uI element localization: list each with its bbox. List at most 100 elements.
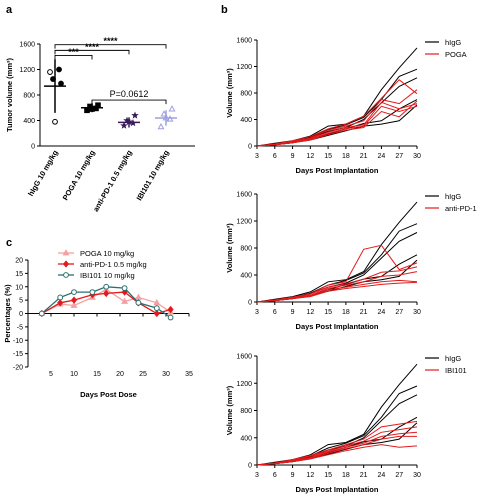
panel-c-y-tick-label: -5 <box>17 324 23 331</box>
growth-y-tick-label: 1200 <box>236 381 252 388</box>
panel-c-body-weight-plot: -20 -15 -10 -5 0 5 10 15 20 5 10 15 20 25 30 35 Days Pos… <box>3 249 193 399</box>
panel-a-data-point <box>52 118 58 125</box>
panel-c-data-point <box>167 305 174 314</box>
growth-y-tick-label: 400 <box>240 435 252 442</box>
growth-y-axis-label: Volume (mm³) <box>225 385 234 435</box>
panel-a-scatter-plot: 0 400 800 1200 1600 Tumor volume (mm³) hIgG 10… <box>5 36 195 213</box>
panel-a-data-point <box>131 111 139 119</box>
panel-c-y-tick-label: -10 <box>13 338 23 345</box>
panel-a-significance-bracket <box>54 55 93 60</box>
panel-a-data-point <box>166 115 174 122</box>
panel-c-data-point <box>103 283 110 290</box>
panel-c-data-point <box>134 293 142 300</box>
growth-x-tick-label: 3 <box>255 472 259 479</box>
panel-a-significance-label: P=0.0612 <box>110 89 149 99</box>
growth-series-line <box>256 232 418 303</box>
growth-y-tick-label: 1600 <box>236 354 252 361</box>
panel-a-y-tick-label: 1600 <box>19 42 35 49</box>
growth-series-line <box>256 281 418 303</box>
panel-c-legend-label: POGA 10 mg/kg <box>80 249 134 258</box>
growth-series-line <box>256 444 418 466</box>
panel-a-data-point <box>162 114 170 121</box>
growth-x-tick-label: 15 <box>324 153 332 160</box>
panel-a-data-point <box>47 69 53 75</box>
growth-x-axis-label: Days Post Implantation <box>296 485 379 494</box>
growth-y-tick-label: 800 <box>240 91 252 98</box>
growth-x-tick-label: 15 <box>324 309 332 316</box>
panel-a-significance-bracket <box>54 44 167 49</box>
panel-a-significance-label: **** <box>103 36 118 46</box>
growth-x-tick-label: 21 <box>360 309 368 316</box>
panel-a-y-tick-label: 1200 <box>19 67 35 74</box>
growth-x-tick-label: 12 <box>306 153 314 160</box>
panel-c-data-point <box>103 289 110 298</box>
panel-c-data-point <box>153 305 160 312</box>
growth-series-line <box>256 101 418 147</box>
growth-x-tick-label: 6 <box>273 153 277 160</box>
panel-c-data-point <box>167 314 174 321</box>
growth-y-tick-label: 0 <box>248 300 252 307</box>
growth-legend-label-treatment: anti-PD-1 <box>445 204 477 213</box>
panel-a-data-point <box>120 121 128 129</box>
panel-c-y-tick-label: 0 <box>19 311 23 318</box>
growth-x-tick-label: 24 <box>378 153 386 160</box>
growth-x-tick-label: 27 <box>395 472 403 479</box>
growth-y-tick-label: 0 <box>248 144 252 151</box>
panel-a-data-point <box>125 117 133 125</box>
growth-legend-label-higg: hIgG <box>445 38 461 47</box>
panel-c-y-tick-label: -20 <box>13 365 23 372</box>
panel-a-data-point <box>50 76 56 82</box>
growth-series-line <box>256 89 418 147</box>
growth-y-tick-label: 800 <box>240 246 252 253</box>
growth-series-line <box>256 394 418 466</box>
growth-x-tick-label: 21 <box>360 153 368 160</box>
panel-a-data-point <box>168 105 176 112</box>
panel-c-x-tick-label: 20 <box>116 371 124 378</box>
panel-c-y-tick-label: 20 <box>15 258 23 265</box>
panel-c-data-point <box>153 309 160 318</box>
growth-x-tick-label: 27 <box>395 309 403 316</box>
growth-y-tick-label: 1200 <box>236 64 252 71</box>
growth-x-tick-label: 3 <box>255 153 259 160</box>
growth-legend-label-higg: hIgG <box>445 354 461 363</box>
growth-x-tick-label: 15 <box>324 472 332 479</box>
growth-x-tick-label: 3 <box>255 309 259 316</box>
panel-a-significance-label: **** <box>85 42 100 52</box>
panel-a-data-point <box>89 106 95 112</box>
growth-series-line <box>256 244 418 303</box>
growth-x-axis-label: Days Post Implantation <box>296 166 379 175</box>
panel-a-significance-bracket <box>54 49 130 55</box>
growth-y-tick-label: 1600 <box>236 192 252 199</box>
growth-y-tick-label: 400 <box>240 273 252 280</box>
panel-c-data-point <box>121 297 129 304</box>
growth-series-line <box>256 201 418 303</box>
panel-c-x-tick-label: 15 <box>93 371 101 378</box>
growth-x-tick-label: 21 <box>360 472 368 479</box>
growth-x-tick-label: 12 <box>306 472 314 479</box>
growth-x-tick-label: 18 <box>342 309 350 316</box>
growth-series-line <box>256 271 418 303</box>
growth-series-line <box>256 100 418 147</box>
panel-a-category-label: hIgG 10 mg/kg <box>26 148 60 198</box>
growth-series-line <box>256 266 418 303</box>
panel-label-a: a <box>6 4 13 16</box>
growth-x-tick-label: 9 <box>291 309 295 316</box>
panel-c-data-point <box>38 310 45 317</box>
panel-a-data-point <box>157 122 165 130</box>
panel-a-data-point <box>56 66 62 73</box>
panel-c-legend-label: IBI101 10 mg/kg <box>80 271 135 280</box>
panel-c-y-tick-label: -15 <box>13 351 23 358</box>
panel-c-legend-marker <box>62 260 70 268</box>
growth-y-tick-label: 1600 <box>236 38 252 45</box>
panel-a-significance-label: *** <box>68 47 79 57</box>
panel-a-y-tick-label: 400 <box>23 118 35 125</box>
panel-c-x-tick-label: 30 <box>162 371 170 378</box>
growth-legend-label-treatment: IBI101 <box>445 366 467 375</box>
panel-c-y-tick-label: 10 <box>15 284 23 291</box>
panel-c-data-point <box>70 301 78 308</box>
panel-c-data-point <box>135 299 142 306</box>
growth-x-tick-label: 24 <box>378 472 386 479</box>
growth-legend-label-higg: hIgG <box>445 192 461 201</box>
growth-x-tick-label: 30 <box>413 153 421 160</box>
